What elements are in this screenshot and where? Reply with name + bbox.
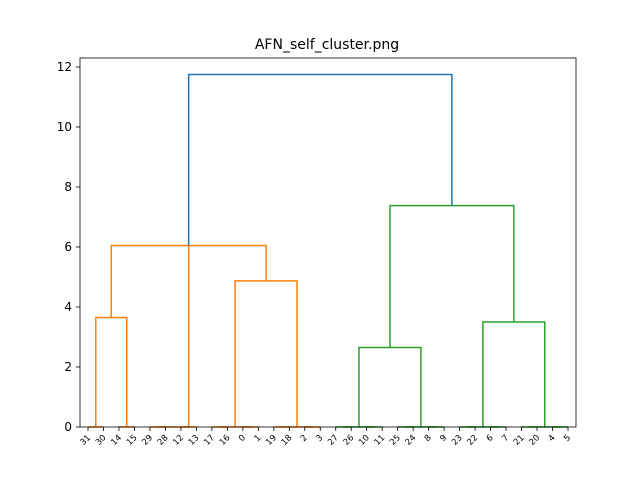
link-green-top <box>389 204 515 348</box>
leaf-label: 12 <box>171 433 186 448</box>
leaf-label: 28 <box>156 433 171 448</box>
y-tick-label: 8 <box>64 180 72 194</box>
y-tick-label: 4 <box>64 300 72 314</box>
leaf-label: 21 <box>512 433 527 448</box>
leaf-label: 20 <box>527 433 542 448</box>
link-17-3 <box>234 280 298 427</box>
plot-frame <box>79 57 577 428</box>
leaf-label: 25 <box>388 433 403 448</box>
leaf-label: 5 <box>562 433 573 444</box>
leaf-label: 10 <box>357 433 372 448</box>
leaf-label: 8 <box>423 433 434 444</box>
link-29-13 <box>157 245 190 428</box>
leaf-label: 3 <box>314 433 325 444</box>
link-31-15 <box>94 316 128 427</box>
leaf-label: 29 <box>140 433 155 448</box>
leaf-label: 9 <box>438 433 449 444</box>
leaf-label: 31 <box>78 433 93 448</box>
leaf-label: 24 <box>404 433 419 448</box>
leaf-label: 2 <box>299 433 310 444</box>
leaf-label: 7 <box>500 433 511 444</box>
leaf-label: 18 <box>280 433 295 448</box>
link-23-5 <box>482 321 546 427</box>
leaf-label: 13 <box>187 433 202 448</box>
y-tick-label: 0 <box>64 420 72 434</box>
leaf-label: 27 <box>326 433 341 448</box>
leaf-label: 17 <box>202 433 217 448</box>
y-tick-label: 12 <box>57 60 72 74</box>
leaf-label: 6 <box>485 433 496 444</box>
leaf-label: 23 <box>450 433 465 448</box>
link-27-9 <box>358 346 422 427</box>
leaf-label: 26 <box>342 433 357 448</box>
y-tick-label: 6 <box>64 240 72 254</box>
leaf-label: 1 <box>253 433 264 444</box>
leaf-label: 22 <box>465 433 480 448</box>
x-axis: 31 30 14 15 29 28 12 13 17 16 0 1 19 18 2 3 27 26 10 11 25 24… <box>78 427 573 448</box>
leaf-label: 16 <box>218 433 233 448</box>
leaf-label: 30 <box>94 433 109 448</box>
leaf-label: 19 <box>264 433 279 448</box>
y-tick-label: 2 <box>64 360 72 374</box>
leaf-label: 0 <box>237 433 248 444</box>
leaf-label: 15 <box>125 433 140 448</box>
chart-title: AFN_self_cluster.png <box>255 37 399 53</box>
leaf-label: 11 <box>373 433 388 448</box>
dendrogram-links <box>88 73 568 428</box>
y-tick-label: 10 <box>57 120 72 134</box>
leaf-label: 4 <box>547 433 558 444</box>
y-axis: 0 2 4 6 8 10 12 <box>57 60 80 434</box>
leaf-label: 14 <box>109 433 124 448</box>
link-root <box>187 73 453 246</box>
